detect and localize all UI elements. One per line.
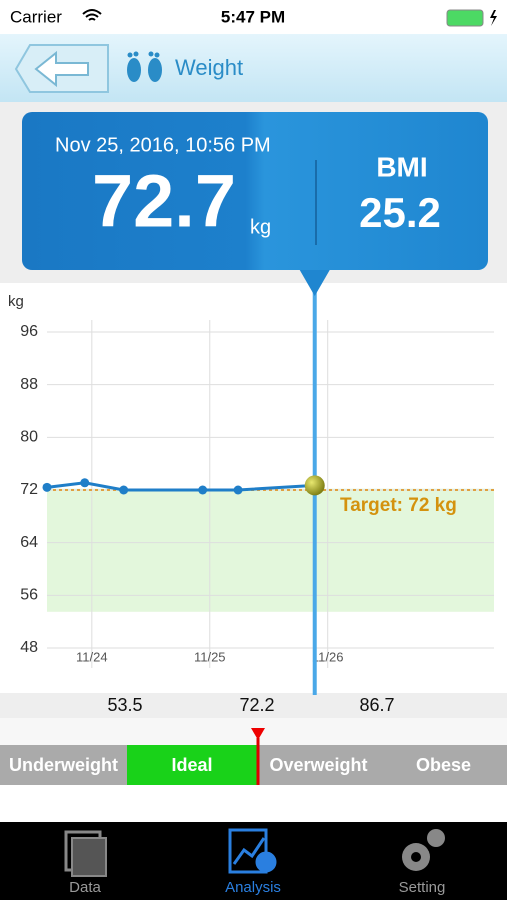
point[interactable]: [80, 478, 90, 488]
analysis-icon: [228, 828, 277, 874]
status-bar: [0, 0, 507, 34]
point[interactable]: [42, 482, 52, 492]
clock: 5:47 PM: [221, 7, 285, 26]
battery: [446, 9, 484, 27]
page-title: Weight: [175, 55, 243, 80]
scale-segment: [127, 745, 257, 785]
feet-icon: [127, 51, 162, 82]
weight-value: 72.7: [92, 160, 236, 243]
scale-label: Obese: [416, 755, 471, 775]
data-icon: [64, 830, 107, 877]
scale-threshold: 53.5: [107, 695, 142, 715]
bmi-value: 25.2: [359, 189, 441, 236]
carrier: Carrier: [10, 7, 62, 26]
tab-label[interactable]: Analysis: [225, 879, 281, 896]
back-arrow: [34, 50, 89, 88]
scale-segment: [380, 745, 507, 785]
y-tick-label: 48: [20, 639, 38, 656]
bmi-scale: 53.5 72.2 86.7 Underweight Ideal Overweight Ob…: [0, 695, 507, 822]
spacer: [0, 785, 507, 822]
scale-threshold: 86.7: [359, 695, 394, 715]
y-axis-label: kg: [8, 293, 24, 310]
scale-label: Overweight: [269, 755, 367, 775]
ideal-band: [47, 488, 494, 612]
selection-pointer: [299, 270, 330, 296]
bmi-label: BMI: [376, 151, 427, 182]
y-tick-label: 72: [20, 481, 38, 498]
x-tick-label: 11/26: [312, 649, 344, 664]
chart: 48 56 64 72 80 88 96 11/24 11/25 11/26 Target: 72 …: [20, 270, 494, 695]
scale-segment: [0, 745, 127, 785]
weight-line: [46, 481, 315, 492]
scale-label: Ideal: [171, 755, 212, 775]
y-tick-label: 56: [20, 587, 38, 604]
scale-threshold: 72.2: [239, 695, 274, 715]
point[interactable]: [233, 485, 243, 495]
scale-label: Underweight: [9, 755, 118, 775]
y-tick-label: 64: [20, 534, 38, 551]
x-tick-label: 11/25: [194, 649, 226, 664]
weight-unit: kg: [250, 216, 271, 238]
point[interactable]: [198, 485, 208, 495]
selected-point[interactable]: [304, 475, 325, 496]
scale-segment: [257, 745, 380, 785]
reading-datetime: Nov 25, 2016, 10:56 PM: [55, 134, 271, 156]
reading-card: [22, 112, 488, 270]
target-label: Target: 72 kg: [340, 495, 457, 516]
y-tick-label: 80: [20, 429, 38, 446]
charging-icon: [490, 10, 497, 26]
setting-icon: [402, 829, 445, 871]
scale-marker: [251, 728, 265, 740]
x-tick-label: 11/24: [76, 649, 108, 664]
y-tick-label: 88: [20, 376, 38, 393]
wifi-icon: [82, 9, 102, 21]
tab-label[interactable]: Data: [69, 879, 101, 896]
y-tick-label: 96: [20, 323, 38, 340]
tab-label[interactable]: Setting: [399, 879, 446, 896]
point[interactable]: [119, 485, 129, 495]
